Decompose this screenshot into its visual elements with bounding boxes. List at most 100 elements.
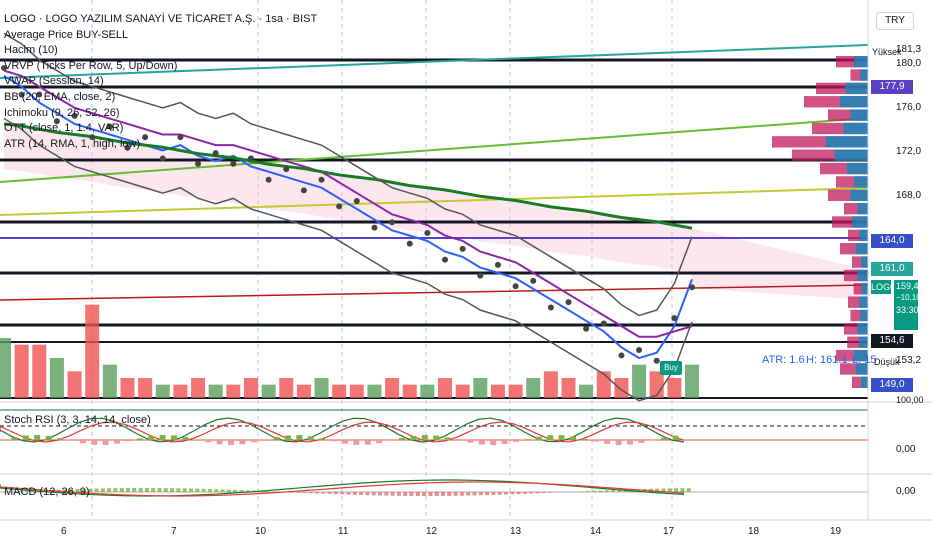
legend-volume[interactable]: Hacim (10) xyxy=(4,44,58,57)
stoch-zero-tick: 0,00 xyxy=(896,444,916,455)
stoch-hist-35 xyxy=(399,438,405,440)
macd-label[interactable]: MACD (12, 26, 9) xyxy=(4,486,90,498)
macd-hist-35 xyxy=(220,489,225,492)
vrvp-row-4 xyxy=(828,109,868,121)
legend-ott[interactable]: OTT (close, 1, 1.4, VAR) xyxy=(4,122,124,135)
volume-bar-31 xyxy=(543,371,558,398)
vrvp-row-up-24 xyxy=(861,376,868,388)
volume-bar-11 xyxy=(191,378,206,398)
candle-dot-35 xyxy=(618,352,625,359)
macd-zero-tick: 0,00 xyxy=(896,486,916,497)
volume-bar-32 xyxy=(561,378,576,398)
low-label: Düşük xyxy=(874,357,900,367)
macd-hist-19 xyxy=(119,488,124,492)
macd-hist-76 xyxy=(478,492,483,496)
macd-hist-69 xyxy=(434,492,439,496)
macd-hist-75 xyxy=(472,492,477,496)
macd-hist-56 xyxy=(352,492,357,495)
stoch-hist-28 xyxy=(319,438,326,440)
chart-title[interactable]: LOGO · LOGO YAZILIM SANAYİ VE TİCARET A.… xyxy=(4,13,318,25)
tag-149-0: 149,0 xyxy=(871,378,913,392)
volume-bar-26 xyxy=(455,384,470,398)
vrvp-row-up-19 xyxy=(860,309,868,322)
macd-pane xyxy=(0,479,868,497)
stoch-hist-56 xyxy=(638,440,645,443)
candle-dot-7 xyxy=(124,144,131,151)
vrvp-row-up-17 xyxy=(861,283,868,295)
stoch-hist-55 xyxy=(627,440,633,445)
trend-line-dark-red xyxy=(0,284,869,301)
macd-signal xyxy=(0,481,685,497)
vrvp-row-up-16 xyxy=(857,269,868,282)
macd-hist-79 xyxy=(497,492,502,495)
stoch-hist-54 xyxy=(615,440,622,445)
volume-bar-18 xyxy=(314,378,329,398)
volume-bar-0 xyxy=(0,338,11,398)
vrvp-row-up-6 xyxy=(826,136,868,148)
candle-dot-12 xyxy=(212,150,219,157)
vrvp-row-15 xyxy=(852,256,868,268)
volume-bar-20 xyxy=(349,384,364,398)
candle-dot-38 xyxy=(671,315,678,322)
stoch-d-line xyxy=(0,421,685,443)
legend-vrvp[interactable]: VRVP (Ticks Per Row, 5, Up/Down) xyxy=(4,59,178,72)
candle-dot-16 xyxy=(283,166,290,173)
legend-ichimoku[interactable]: Ichimoku (9, 26, 52, 26) xyxy=(4,106,120,119)
candle-dot-36 xyxy=(636,347,643,354)
x-tick-19: 19 xyxy=(830,526,842,537)
stoch-hist-53 xyxy=(604,440,611,444)
macd-hist-55 xyxy=(346,492,351,495)
stoch-hist-48 xyxy=(547,435,554,440)
stoch-hist-43 xyxy=(490,440,497,445)
macd-hist-92 xyxy=(579,491,584,492)
macd-hist-77 xyxy=(485,492,490,496)
macd-hist-29 xyxy=(182,488,187,492)
candle-dot-17 xyxy=(300,187,307,194)
tag-154-6: 154,6 xyxy=(871,334,913,348)
buy-signal-label[interactable]: Buy xyxy=(660,361,682,375)
volume-bar-8 xyxy=(138,378,153,398)
vrvp-row-up-14 xyxy=(855,243,868,255)
x-tick-14: 14 xyxy=(590,526,602,537)
legend-avg-price[interactable]: Average Price BUY-SELL xyxy=(4,28,129,41)
stoch-hist-33 xyxy=(376,440,383,444)
stoch-hist-30 xyxy=(342,440,348,444)
vrvp-row-up-8 xyxy=(847,162,868,175)
candle-dot-22 xyxy=(389,219,396,226)
tag-164-0: 164,0 xyxy=(871,234,913,248)
macd-hist-43 xyxy=(270,491,275,492)
currency-button[interactable]: TRY xyxy=(876,12,914,30)
volume-bar-12 xyxy=(208,384,223,398)
macd-hist-31 xyxy=(195,488,200,492)
legend-bollinger[interactable]: BB (20, EMA, close, 2) xyxy=(4,90,116,103)
macd-hist-17 xyxy=(107,488,112,492)
high-label: Yüksek xyxy=(872,47,902,57)
macd-hist-81 xyxy=(510,492,515,495)
price-tick-172: 172,0 xyxy=(896,146,922,157)
volume-bar-19 xyxy=(332,384,347,398)
candle-dot-23 xyxy=(406,240,413,247)
stoch-hist-59 xyxy=(672,435,679,440)
volume-bar-4 xyxy=(67,371,82,398)
last-price-tag: 159,4 −10,10% 33:30 xyxy=(894,280,928,330)
macd-hist-70 xyxy=(441,492,445,496)
candle-dot-29 xyxy=(512,283,519,290)
legend-atr[interactable]: ATR (14, RMA, 1, high, low) xyxy=(4,137,141,150)
macd-hist-107 xyxy=(674,488,679,492)
legend-vwap[interactable]: VWAP (Session, 14) xyxy=(4,75,104,88)
vrvp-row-3 xyxy=(804,96,868,108)
candle-dot-39 xyxy=(689,284,695,291)
macd-hist-25 xyxy=(157,488,162,492)
stoch-hist-38 xyxy=(433,435,440,440)
macd-hist-59 xyxy=(371,492,376,496)
volume-bar-14 xyxy=(243,378,258,398)
last-price-countdown: 33:30 xyxy=(896,305,919,315)
volume-bar-39 xyxy=(685,364,699,398)
x-tick-6: 6 xyxy=(61,526,67,537)
stoch-rsi-label[interactable]: Stoch RSI (3, 3, 14, 14, close) xyxy=(4,414,151,426)
stoch-hist-50 xyxy=(570,436,576,440)
macd-hist-94 xyxy=(592,490,597,492)
price-tick-180: 180,0 xyxy=(896,58,922,69)
candle-dot-37 xyxy=(653,357,660,364)
